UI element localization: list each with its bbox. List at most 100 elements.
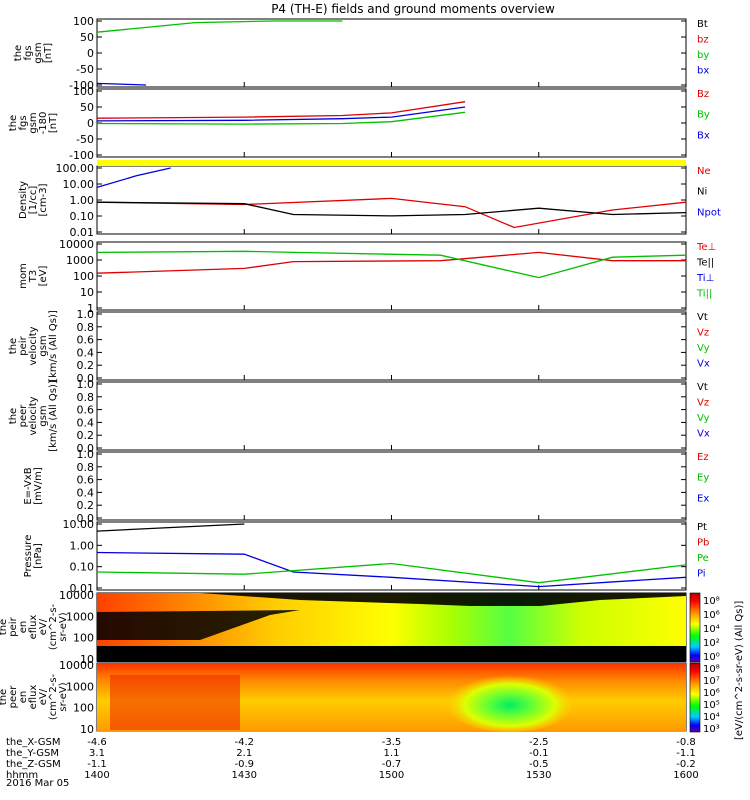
y-axis-label: sr-eV) xyxy=(58,682,69,711)
panel-frame xyxy=(96,451,687,521)
y-tick-label: 10 xyxy=(80,286,94,299)
legend-Ey: Ey xyxy=(697,473,709,484)
y-axis-label: [1/cc] xyxy=(28,186,39,215)
legend-bx: bx xyxy=(697,66,709,77)
legend-By: By xyxy=(697,110,710,121)
colorbar-label: [eV/(cm^2-s-sr-eV) (All Qs)] xyxy=(734,601,745,740)
y-tick-label: 1.0 xyxy=(77,308,95,321)
footer-value: 1600 xyxy=(673,770,698,781)
y-tick-label: 0.01 xyxy=(70,226,95,239)
series-Pi xyxy=(96,551,687,588)
footer-row-label: hhmm xyxy=(6,770,38,781)
y-tick-label: -50 xyxy=(76,133,94,146)
y-axis-label: velocity xyxy=(28,326,39,365)
legend-Pt: Pt xyxy=(697,522,707,533)
footer-row-label: the_X-GSM xyxy=(6,737,60,748)
y-axis-label: en xyxy=(18,691,29,704)
y-tick-label: 1.00 xyxy=(70,539,95,552)
series-group xyxy=(96,167,687,229)
legend-Vz: Vz xyxy=(697,398,709,409)
panel-fgs2: 100 50 0 -50 -100 the fgs gsm -180 [nT] Bz By Bx xyxy=(8,85,710,162)
series-group xyxy=(96,101,466,125)
footer-value: 1430 xyxy=(232,770,257,781)
y-axis-label: peer xyxy=(18,404,29,428)
y-axis-label: E=-VxB xyxy=(23,467,34,504)
y-tick-label: 0.01 xyxy=(70,582,95,595)
legend-Ti||: Ti|| xyxy=(696,289,712,300)
footer-value: -0.2 xyxy=(676,759,696,770)
y-tick-label: 10000 xyxy=(59,659,94,672)
y-axis-label: the xyxy=(8,338,19,354)
y-tick-label: 1000 xyxy=(66,680,94,693)
peir-spectrogram-cutoff xyxy=(97,593,686,606)
footer-value: 1500 xyxy=(379,770,404,781)
y-tick-label: 1.00 xyxy=(70,194,95,207)
footer-value: -0.8 xyxy=(676,737,696,748)
y-tick-label: 0.4 xyxy=(77,416,95,429)
legend-Vt: Vt xyxy=(697,312,708,323)
y-axis-label: the xyxy=(8,115,19,131)
y-axis-label: eV/ xyxy=(38,688,49,705)
legend-bz: bz xyxy=(697,35,709,46)
y-axis-label: peer xyxy=(8,685,19,709)
legend-Vy: Vy xyxy=(697,343,710,354)
y-tick-label: 0 xyxy=(87,117,94,130)
spectrograms xyxy=(97,593,686,732)
y-tick-label: 100 xyxy=(73,15,94,28)
legend-Npot: Npot xyxy=(697,207,721,218)
y-tick-label: 0.2 xyxy=(77,499,95,512)
y-axis-label: [eV] xyxy=(38,266,49,287)
legend-Te||: Te|| xyxy=(696,258,714,269)
colorbar-tick: 10⁶ xyxy=(703,688,720,699)
y-tick-label: 0.6 xyxy=(77,474,95,487)
y-axis-label: [mV/m] xyxy=(33,467,44,505)
y-tick-label: 0.10 xyxy=(70,210,95,223)
legend-Vt: Vt xyxy=(697,382,708,393)
y-axis-label: eflux xyxy=(28,685,39,710)
y-tick-label: 0 xyxy=(87,47,94,60)
legend-Ez: Ez xyxy=(697,452,709,463)
y-axis-label: [nT] xyxy=(48,113,59,133)
y-tick-label: 0.8 xyxy=(77,391,95,404)
footer-value: -0.1 xyxy=(529,748,549,759)
colorbar-tick: 10⁶ xyxy=(703,610,720,621)
series-Pe xyxy=(96,562,687,584)
series-Ne xyxy=(96,197,687,229)
footer-value: 1.1 xyxy=(384,748,400,759)
panel-frame xyxy=(96,311,687,381)
footer-value: -2.5 xyxy=(529,737,549,748)
footer-value: 1530 xyxy=(526,770,551,781)
colorbar-gradient-bottom xyxy=(689,662,701,733)
series-bx xyxy=(96,82,147,86)
colorbar-tick: 10² xyxy=(703,638,720,649)
series-Bx xyxy=(96,106,466,122)
y-axis-label: the xyxy=(0,619,9,635)
footer-value: -1.1 xyxy=(676,748,696,759)
y-axis-label: -180 xyxy=(38,112,49,135)
panel-pressure: 10.00 1.00 0.10 0.01 Pressure [nPa] Pt Pb Pe Pi xyxy=(23,518,709,595)
y-axis-label: gsm xyxy=(38,405,49,426)
y-tick-label: 0.4 xyxy=(77,486,95,499)
series-Pt xyxy=(96,523,245,532)
y-axis-label: [nPa] xyxy=(33,543,44,569)
y-tick-label: 0.8 xyxy=(77,461,95,474)
y-axis-label: T3 xyxy=(28,270,39,283)
colorbar-tick: 10⁷ xyxy=(703,676,720,687)
series-group xyxy=(96,250,687,279)
y-axis-label: velocity xyxy=(28,396,39,435)
y-axis-label: [km/s (All Qs)] xyxy=(48,380,59,452)
y-tick-label: 10 xyxy=(80,723,94,736)
footer-date: 2016 Mar 05 xyxy=(6,778,69,789)
footer-value: -0.7 xyxy=(382,759,402,770)
colorbar-gradient-top xyxy=(689,592,701,663)
footer-value: -4.6 xyxy=(87,737,107,748)
y-axis-label: the xyxy=(8,408,19,424)
y-axis-label: fgs xyxy=(18,115,29,130)
legend-Bt: Bt xyxy=(697,19,708,30)
footer-value: -4.2 xyxy=(234,737,254,748)
y-axis-label: peir xyxy=(8,616,19,636)
legend-Pb: Pb xyxy=(697,538,709,549)
y-tick-label: 0.0 xyxy=(77,372,95,385)
y-axis-label: (cm^2-s- xyxy=(48,673,59,720)
